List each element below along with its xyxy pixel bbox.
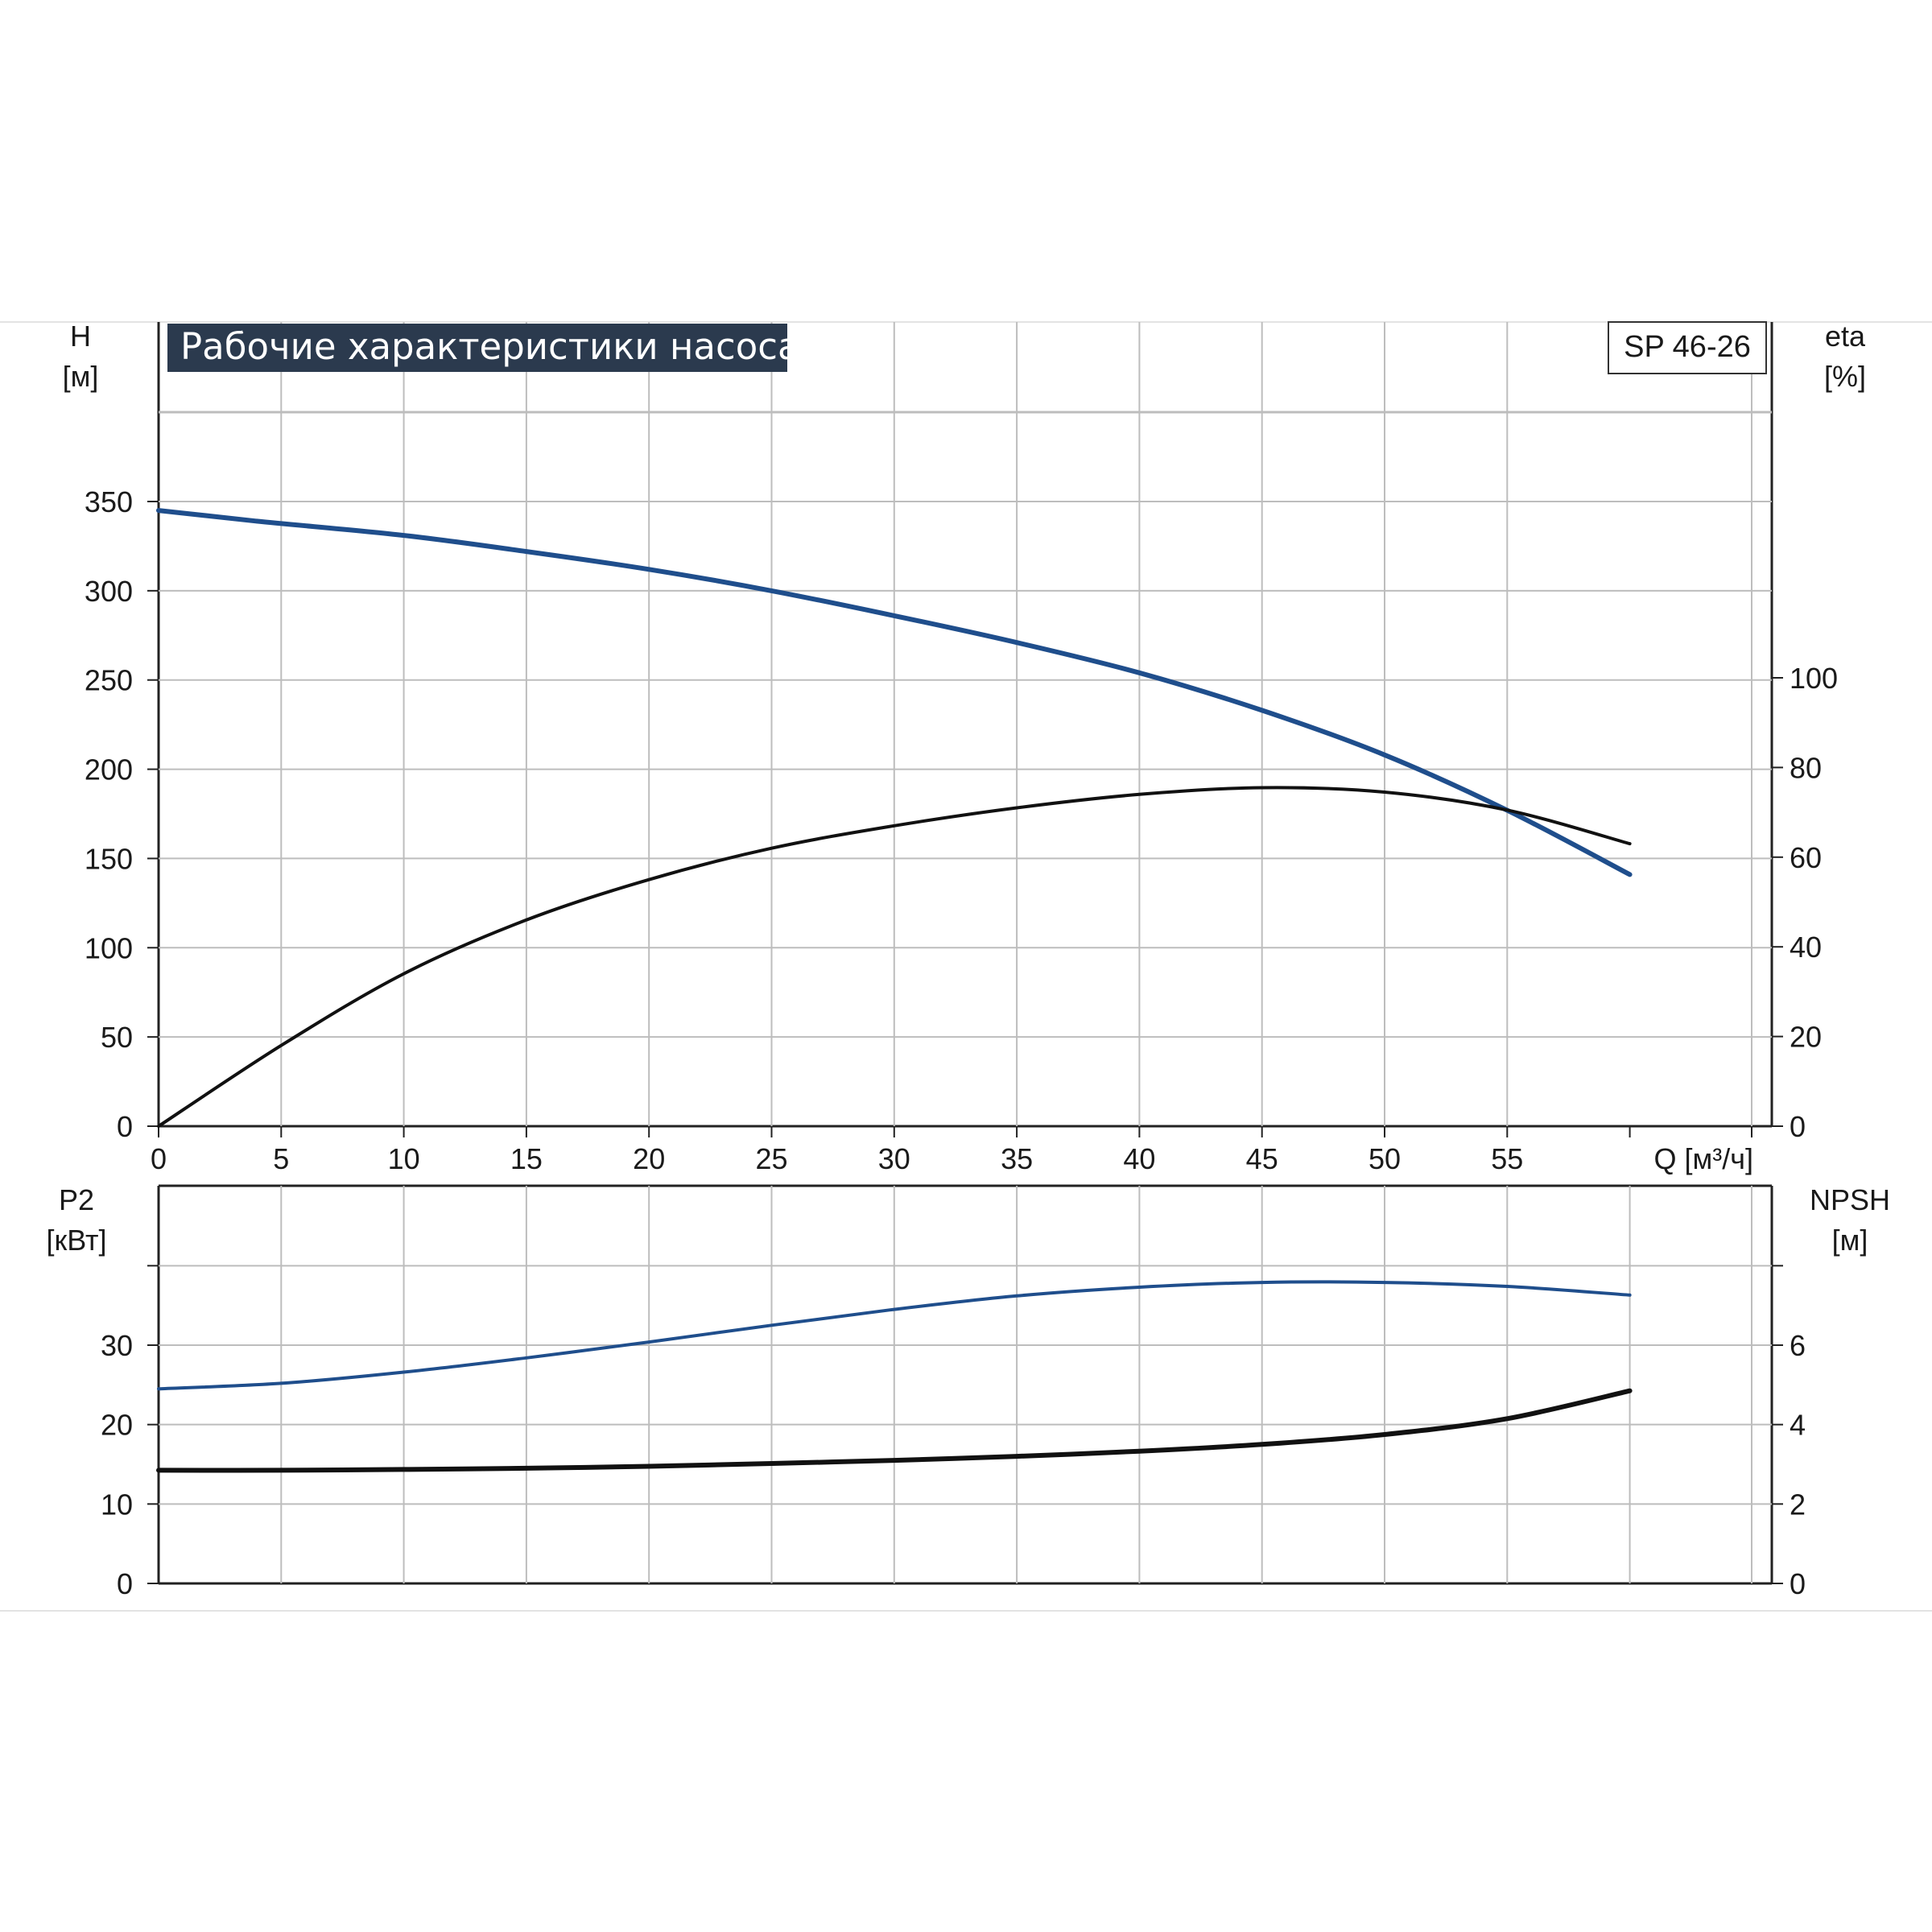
- x-tick-label: 40: [1123, 1142, 1155, 1175]
- chart-title: Рабочие характеристики насоса: [180, 325, 800, 368]
- x-tick-label: 15: [510, 1142, 543, 1175]
- x-axis-label: Q [м³/ч]: [1653, 1142, 1753, 1175]
- p2-tick-label: 30: [101, 1329, 133, 1362]
- x-tick-label: 20: [633, 1142, 665, 1175]
- y-right-unit: [%]: [1824, 360, 1866, 393]
- y-left-tick-label: 300: [85, 575, 133, 608]
- p2-tick-label: 0: [117, 1567, 133, 1600]
- y-right-tick-label: 20: [1790, 1021, 1822, 1054]
- x-tick-label: 55: [1491, 1142, 1523, 1175]
- p2-tick-label: 20: [101, 1409, 133, 1442]
- npsh-tick-label: 6: [1790, 1329, 1806, 1362]
- x-tick-label: 25: [755, 1142, 787, 1175]
- y-right-tick-label: 60: [1790, 841, 1822, 874]
- model-box: [1608, 321, 1767, 374]
- power-curve: [157, 1280, 1632, 1391]
- y-left-unit: [м]: [63, 360, 99, 393]
- y-left-tick-label: 0: [117, 1110, 133, 1143]
- y-left-tick-label: 100: [85, 931, 133, 964]
- x-tick-label: 0: [151, 1142, 167, 1175]
- p2-unit: [кВт]: [46, 1224, 106, 1257]
- efficiency-curve: [157, 786, 1632, 1128]
- y-left-tick-label: 200: [85, 753, 133, 786]
- y-left-tick-label: 250: [85, 664, 133, 697]
- y-right-label: eta: [1825, 320, 1866, 353]
- npsh-curve: [156, 1388, 1633, 1473]
- npsh-tick-label: 2: [1790, 1488, 1806, 1521]
- x-tick-label: 50: [1368, 1142, 1401, 1175]
- y-right-tick-label: 40: [1790, 931, 1822, 964]
- y-left-tick-label: 50: [101, 1021, 133, 1054]
- p2-tick-label: 10: [101, 1488, 133, 1521]
- npsh-unit: [м]: [1832, 1224, 1868, 1257]
- npsh-label: NPSH: [1810, 1183, 1890, 1216]
- x-tick-label: 10: [388, 1142, 420, 1175]
- title-box: [167, 324, 787, 372]
- p2-label: P2: [59, 1183, 94, 1216]
- y-left-tick-label: 150: [85, 842, 133, 875]
- y-left-label: H: [70, 320, 91, 353]
- y-right-tick-label: 100: [1790, 662, 1838, 695]
- y-right-tick-label: 0: [1790, 1110, 1806, 1143]
- model-label: SP 46-26: [1624, 330, 1751, 364]
- y-left-tick-label: 350: [85, 485, 133, 518]
- x-tick-label: 5: [273, 1142, 289, 1175]
- y-right-tick-label: 80: [1790, 751, 1822, 784]
- x-tick-label: 45: [1246, 1142, 1278, 1175]
- npsh-tick-label: 0: [1790, 1567, 1806, 1600]
- head-curve: [156, 508, 1633, 877]
- x-tick-label: 30: [878, 1142, 910, 1175]
- npsh-tick-label: 4: [1790, 1409, 1806, 1442]
- x-tick-label: 35: [1001, 1142, 1033, 1175]
